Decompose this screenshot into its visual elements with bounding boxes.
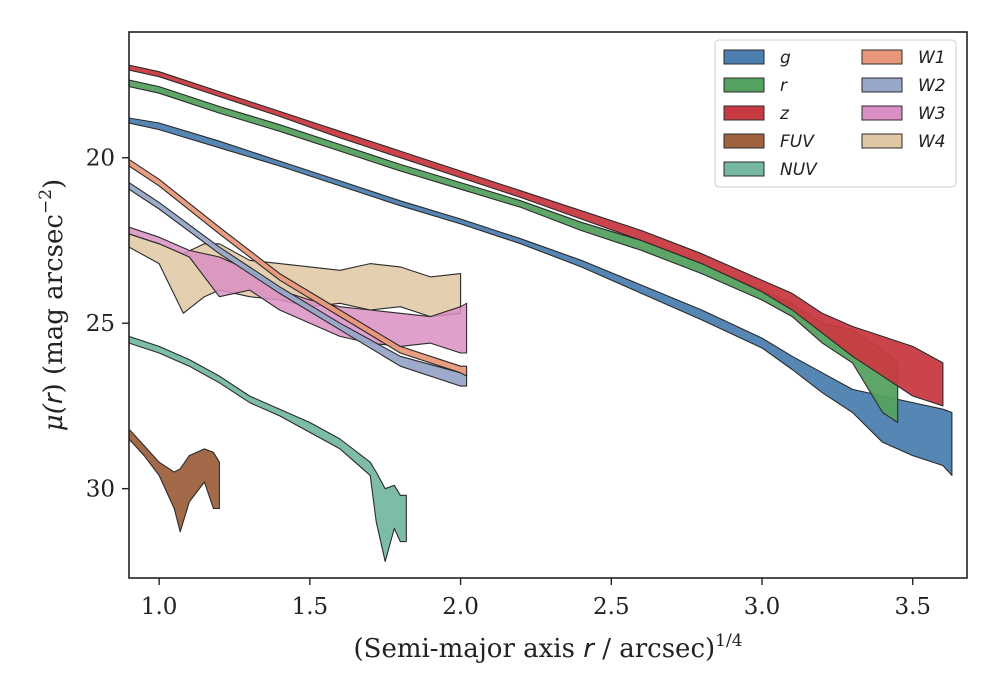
legend-item-z: z (723, 104, 790, 124)
legend-swatch (861, 77, 903, 93)
legend-label: W4 (918, 132, 946, 152)
legend-label: NUV (780, 160, 818, 180)
band-z (129, 64, 944, 407)
y-axis: 20 25 30 (86, 146, 129, 503)
band-nuv (129, 335, 407, 563)
band-w1 (129, 158, 468, 377)
legend-item-w2: W2 (861, 76, 946, 96)
legend: grz FUV NUV W1 W2 W3 W4 (714, 39, 957, 188)
legend-label: W3 (918, 104, 946, 124)
x-axis-label: (Semi-major axis r / arcsec)1/4 (353, 631, 742, 664)
x-tick-label: 1.5 (292, 594, 329, 620)
x-tick-label: 3.5 (894, 594, 931, 620)
x-tick-label: 1.0 (141, 594, 178, 620)
legend-item-nuv: NUV (723, 160, 818, 180)
band-w2 (129, 182, 468, 387)
legend-item-w3: W3 (861, 104, 946, 124)
legend-item-w1: W1 (861, 48, 946, 68)
x-axis: 1.0 1.5 2.0 2.5 3.0 3.5 (141, 578, 931, 620)
y-tick-label: 25 (86, 311, 115, 337)
legend-item-fuv: FUV (723, 132, 815, 152)
legend-item-r: r (723, 76, 788, 96)
legend-swatch (723, 133, 765, 149)
legend-label: g (780, 48, 791, 68)
legend-label: z (779, 104, 790, 124)
legend-label: FUV (780, 132, 815, 152)
x-tick-label: 2.0 (442, 594, 479, 620)
legend-label: W2 (918, 76, 946, 96)
band-fuv (129, 428, 220, 533)
legend-swatch (723, 161, 765, 177)
legend-swatch (723, 105, 765, 121)
plot-frame (128, 31, 968, 579)
legend-swatch (861, 105, 903, 121)
x-tick-label: 3.0 (744, 594, 781, 620)
legend-label: W1 (918, 48, 946, 68)
legend-item-w4: W4 (861, 132, 946, 152)
band-g (129, 117, 953, 476)
legend-item-g: g (723, 48, 791, 68)
legend-swatch (723, 77, 765, 93)
band-r (129, 79, 899, 424)
y-tick-label: 30 (86, 477, 115, 503)
legend-swatch (861, 133, 903, 149)
legend-swatch (723, 49, 765, 65)
series-layer (129, 64, 953, 563)
legend-frame (714, 39, 957, 188)
legend-swatch (861, 49, 903, 65)
x-tick-label: 2.5 (593, 594, 630, 620)
y-tick-label: 20 (86, 146, 115, 172)
y-axis-label: μ(r) (mag arcsec−2) (36, 179, 69, 431)
legend-label: r (780, 76, 788, 96)
